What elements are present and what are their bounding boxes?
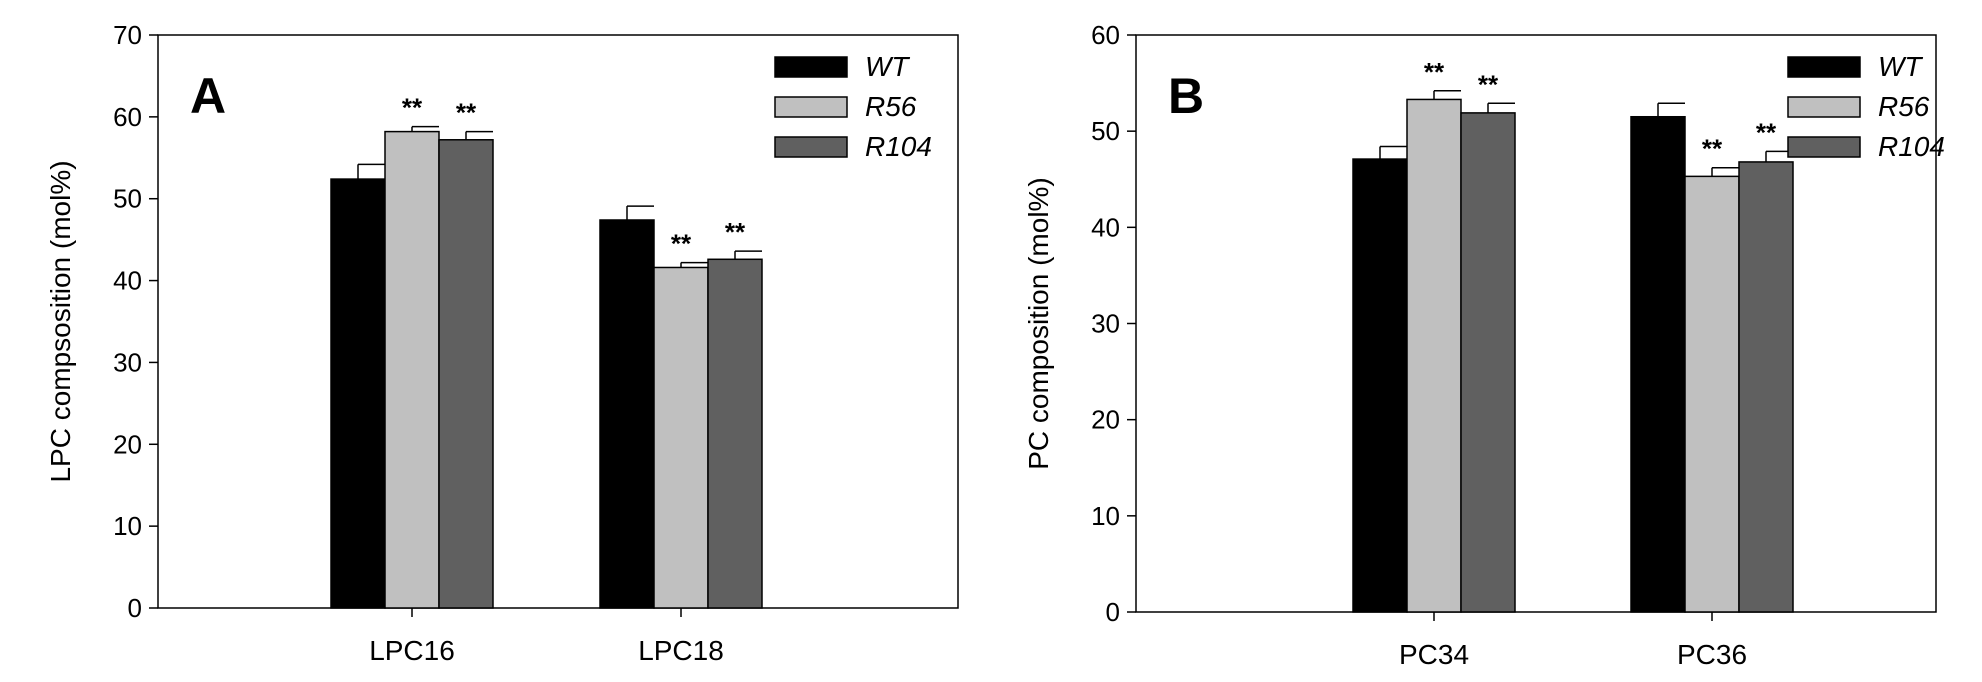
y-axis-label: LPC compsosition (mol%) bbox=[45, 160, 76, 482]
significance-marker: ** bbox=[1756, 117, 1777, 147]
bar-wt-lpc18 bbox=[599, 219, 655, 609]
y-tick-label: 30 bbox=[113, 347, 142, 377]
chart-panel-a: 0 10 20 30 40 50 60 70 LPC compsosition (mol%) A L… bbox=[45, 20, 959, 666]
panel-label: B bbox=[1168, 68, 1204, 124]
bar-wt-lpc16 bbox=[330, 178, 386, 609]
legend-label-wt: WT bbox=[865, 51, 910, 82]
bar-wt-pc36 bbox=[1630, 115, 1686, 613]
bar-r56-lpc16 bbox=[384, 130, 440, 609]
bar-r104-pc36 bbox=[1738, 161, 1794, 613]
legend-swatch-r104 bbox=[1787, 136, 1861, 158]
legend-swatch-r56 bbox=[1787, 96, 1861, 118]
legend: WT R56 R104 bbox=[774, 51, 932, 162]
significance-marker: ** bbox=[1424, 57, 1445, 87]
y-tick-label: 50 bbox=[113, 184, 142, 214]
y-tick-label: 10 bbox=[1091, 501, 1120, 531]
legend-swatch-wt bbox=[774, 56, 848, 78]
x-tick-label: LPC18 bbox=[638, 635, 724, 666]
y-tick-label: 20 bbox=[113, 429, 142, 459]
legend-label-r56: R56 bbox=[865, 91, 917, 122]
significance-marker: ** bbox=[456, 98, 477, 128]
plot-frame bbox=[157, 34, 959, 609]
legend-swatch-r56 bbox=[774, 96, 848, 118]
plot-frame bbox=[1135, 34, 1937, 613]
y-tick-label: 0 bbox=[128, 593, 142, 623]
x-tick-label: PC36 bbox=[1677, 639, 1747, 670]
chart-panel-b: 0 10 20 30 40 50 60 PC composition (mol%) B PC34 *… bbox=[1023, 20, 1945, 670]
y-tick-label: 60 bbox=[1091, 20, 1120, 50]
y-tick-label: 40 bbox=[1091, 212, 1120, 242]
y-tick-label: 60 bbox=[113, 102, 142, 132]
x-tick-label: PC34 bbox=[1399, 639, 1469, 670]
x-tick-label: LPC16 bbox=[369, 635, 455, 666]
legend-swatch-r104 bbox=[774, 136, 848, 158]
significance-marker: ** bbox=[402, 93, 423, 123]
y-axis-label: PC composition (mol%) bbox=[1023, 177, 1054, 470]
y-tick-label: 10 bbox=[113, 511, 142, 541]
significance-marker: ** bbox=[671, 229, 692, 259]
y-tick-label: 40 bbox=[113, 266, 142, 296]
panel-label: A bbox=[190, 68, 226, 124]
legend-label-r104: R104 bbox=[1878, 131, 1945, 162]
significance-marker: ** bbox=[1702, 134, 1723, 164]
legend: WT R56 R104 bbox=[1787, 51, 1945, 162]
bar-r104-lpc16 bbox=[438, 139, 494, 609]
significance-marker: ** bbox=[725, 217, 746, 247]
bar-r56-pc34 bbox=[1406, 98, 1462, 613]
legend-label-r56: R56 bbox=[1878, 91, 1930, 122]
y-tick-label: 30 bbox=[1091, 309, 1120, 339]
y-tick-label: 70 bbox=[113, 20, 142, 50]
y-tick-label: 0 bbox=[1106, 597, 1120, 627]
bar-r56-lpc18 bbox=[653, 266, 709, 609]
bar-r104-pc34 bbox=[1460, 112, 1516, 613]
bar-wt-pc34 bbox=[1352, 158, 1408, 613]
legend-label-wt: WT bbox=[1878, 51, 1923, 82]
y-tick-label: 20 bbox=[1091, 405, 1120, 435]
bar-r56-pc36 bbox=[1684, 175, 1740, 613]
legend-label-r104: R104 bbox=[865, 131, 932, 162]
significance-marker: ** bbox=[1478, 69, 1499, 99]
legend-swatch-wt bbox=[1787, 56, 1861, 78]
y-tick-label: 50 bbox=[1091, 116, 1120, 146]
bar-r104-lpc18 bbox=[707, 258, 763, 609]
